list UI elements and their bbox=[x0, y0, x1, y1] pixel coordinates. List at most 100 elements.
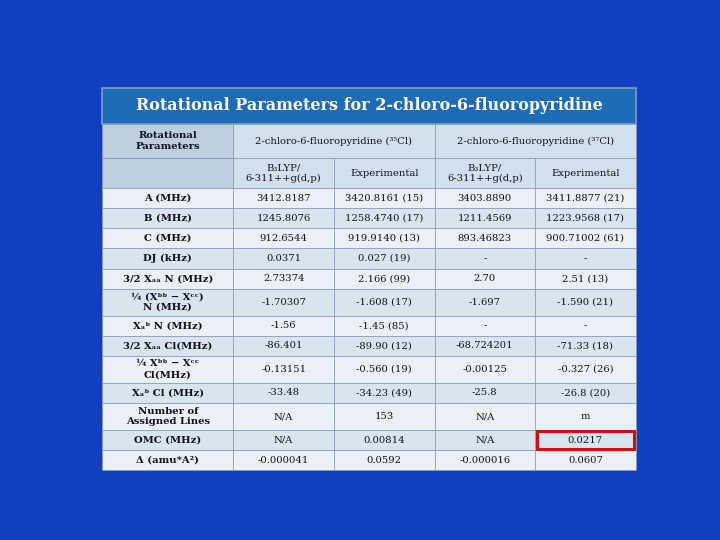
Text: 3412.8187: 3412.8187 bbox=[256, 194, 311, 203]
Text: 919.9140 (13): 919.9140 (13) bbox=[348, 234, 420, 243]
Text: 1223.9568 (17): 1223.9568 (17) bbox=[546, 214, 624, 223]
Text: B₃LYP/
6-311++g(d,p): B₃LYP/ 6-311++g(d,p) bbox=[246, 164, 322, 183]
Text: 0.0592: 0.0592 bbox=[366, 456, 402, 465]
Text: -89.90 (12): -89.90 (12) bbox=[356, 341, 412, 350]
Bar bbox=[233, 450, 334, 470]
Text: 3420.8161 (15): 3420.8161 (15) bbox=[345, 194, 423, 203]
Text: -0.000016: -0.000016 bbox=[459, 456, 510, 465]
Bar bbox=[233, 188, 334, 208]
Text: 1211.4569: 1211.4569 bbox=[458, 214, 512, 223]
Bar bbox=[233, 356, 334, 383]
Bar bbox=[102, 288, 233, 316]
Text: Experimental: Experimental bbox=[552, 169, 620, 178]
Bar bbox=[535, 316, 636, 336]
Bar bbox=[334, 158, 435, 188]
Text: -71.33 (18): -71.33 (18) bbox=[557, 341, 613, 350]
Bar bbox=[334, 356, 435, 383]
Text: -: - bbox=[584, 321, 587, 330]
Text: -0.00125: -0.00125 bbox=[462, 365, 508, 374]
Text: N/A: N/A bbox=[475, 436, 495, 444]
Bar bbox=[535, 356, 636, 383]
Bar bbox=[334, 188, 435, 208]
Bar bbox=[102, 316, 233, 336]
Bar bbox=[102, 336, 233, 356]
Text: 0.0371: 0.0371 bbox=[266, 254, 301, 263]
Text: 2.70: 2.70 bbox=[474, 274, 496, 283]
Bar bbox=[535, 268, 636, 288]
Text: -33.48: -33.48 bbox=[268, 388, 300, 397]
Bar bbox=[334, 430, 435, 450]
Text: Rotational
Parameters: Rotational Parameters bbox=[135, 131, 200, 151]
Bar bbox=[102, 383, 233, 403]
Text: 3403.8890: 3403.8890 bbox=[458, 194, 512, 203]
Text: Number of
Assigned Lines: Number of Assigned Lines bbox=[126, 407, 210, 427]
Bar bbox=[102, 228, 233, 248]
Bar bbox=[435, 383, 535, 403]
Bar bbox=[435, 430, 535, 450]
Bar bbox=[535, 450, 636, 470]
Bar bbox=[102, 403, 233, 430]
Bar bbox=[435, 228, 535, 248]
Bar bbox=[334, 403, 435, 430]
Bar bbox=[102, 356, 233, 383]
Bar bbox=[334, 268, 435, 288]
Bar bbox=[435, 158, 535, 188]
Bar bbox=[233, 383, 334, 403]
Text: A (MHz): A (MHz) bbox=[144, 194, 192, 203]
Bar bbox=[334, 288, 435, 316]
Bar bbox=[535, 188, 636, 208]
Bar bbox=[535, 288, 636, 316]
Text: 2-chloro-6-fluoropyridine (³⁵Cl): 2-chloro-6-fluoropyridine (³⁵Cl) bbox=[256, 137, 413, 146]
Bar bbox=[535, 248, 636, 268]
Bar bbox=[233, 336, 334, 356]
Text: -1.56: -1.56 bbox=[271, 321, 297, 330]
Text: -86.401: -86.401 bbox=[264, 341, 303, 350]
Text: -34.23 (49): -34.23 (49) bbox=[356, 388, 413, 397]
Bar bbox=[233, 316, 334, 336]
Text: B₃LYP/
6-311++g(d,p): B₃LYP/ 6-311++g(d,p) bbox=[447, 164, 523, 183]
Text: -0.327 (26): -0.327 (26) bbox=[557, 365, 613, 374]
Bar bbox=[334, 208, 435, 228]
Bar bbox=[102, 158, 233, 188]
Text: -: - bbox=[584, 254, 587, 263]
Text: N/A: N/A bbox=[274, 412, 293, 421]
Text: 3411.8877 (21): 3411.8877 (21) bbox=[546, 194, 625, 203]
Text: -25.8: -25.8 bbox=[472, 388, 498, 397]
Bar bbox=[435, 316, 535, 336]
Bar bbox=[435, 356, 535, 383]
Bar bbox=[435, 188, 535, 208]
Text: -1.608 (17): -1.608 (17) bbox=[356, 298, 412, 307]
Bar bbox=[334, 450, 435, 470]
Text: 0.00814: 0.00814 bbox=[364, 436, 405, 444]
Text: -: - bbox=[483, 321, 487, 330]
Bar bbox=[233, 288, 334, 316]
Bar bbox=[535, 208, 636, 228]
Text: B (MHz): B (MHz) bbox=[144, 214, 192, 223]
Text: Experimental: Experimental bbox=[350, 169, 418, 178]
Bar bbox=[535, 336, 636, 356]
Bar bbox=[535, 158, 636, 188]
Bar bbox=[435, 288, 535, 316]
Text: C (MHz): C (MHz) bbox=[144, 234, 192, 243]
Bar bbox=[435, 336, 535, 356]
Text: 893.46823: 893.46823 bbox=[458, 234, 512, 243]
Bar bbox=[102, 430, 233, 450]
Text: 0.0217: 0.0217 bbox=[568, 436, 603, 444]
Text: -0.000041: -0.000041 bbox=[258, 456, 310, 465]
Text: 153: 153 bbox=[374, 412, 394, 421]
Bar bbox=[233, 124, 435, 158]
Text: 912.6544: 912.6544 bbox=[260, 234, 307, 243]
Text: -1.45 (85): -1.45 (85) bbox=[359, 321, 409, 330]
Text: -1.697: -1.697 bbox=[469, 298, 501, 307]
Bar bbox=[435, 248, 535, 268]
Bar bbox=[334, 228, 435, 248]
Bar bbox=[435, 403, 535, 430]
Bar bbox=[535, 403, 636, 430]
Bar bbox=[334, 316, 435, 336]
Bar bbox=[334, 336, 435, 356]
Text: 900.71002 (61): 900.71002 (61) bbox=[546, 234, 624, 243]
Bar bbox=[334, 248, 435, 268]
Bar bbox=[233, 268, 334, 288]
Text: DJ (kHz): DJ (kHz) bbox=[143, 254, 192, 263]
Text: 3/2 Xₐₐ Cl(MHz): 3/2 Xₐₐ Cl(MHz) bbox=[123, 341, 212, 350]
